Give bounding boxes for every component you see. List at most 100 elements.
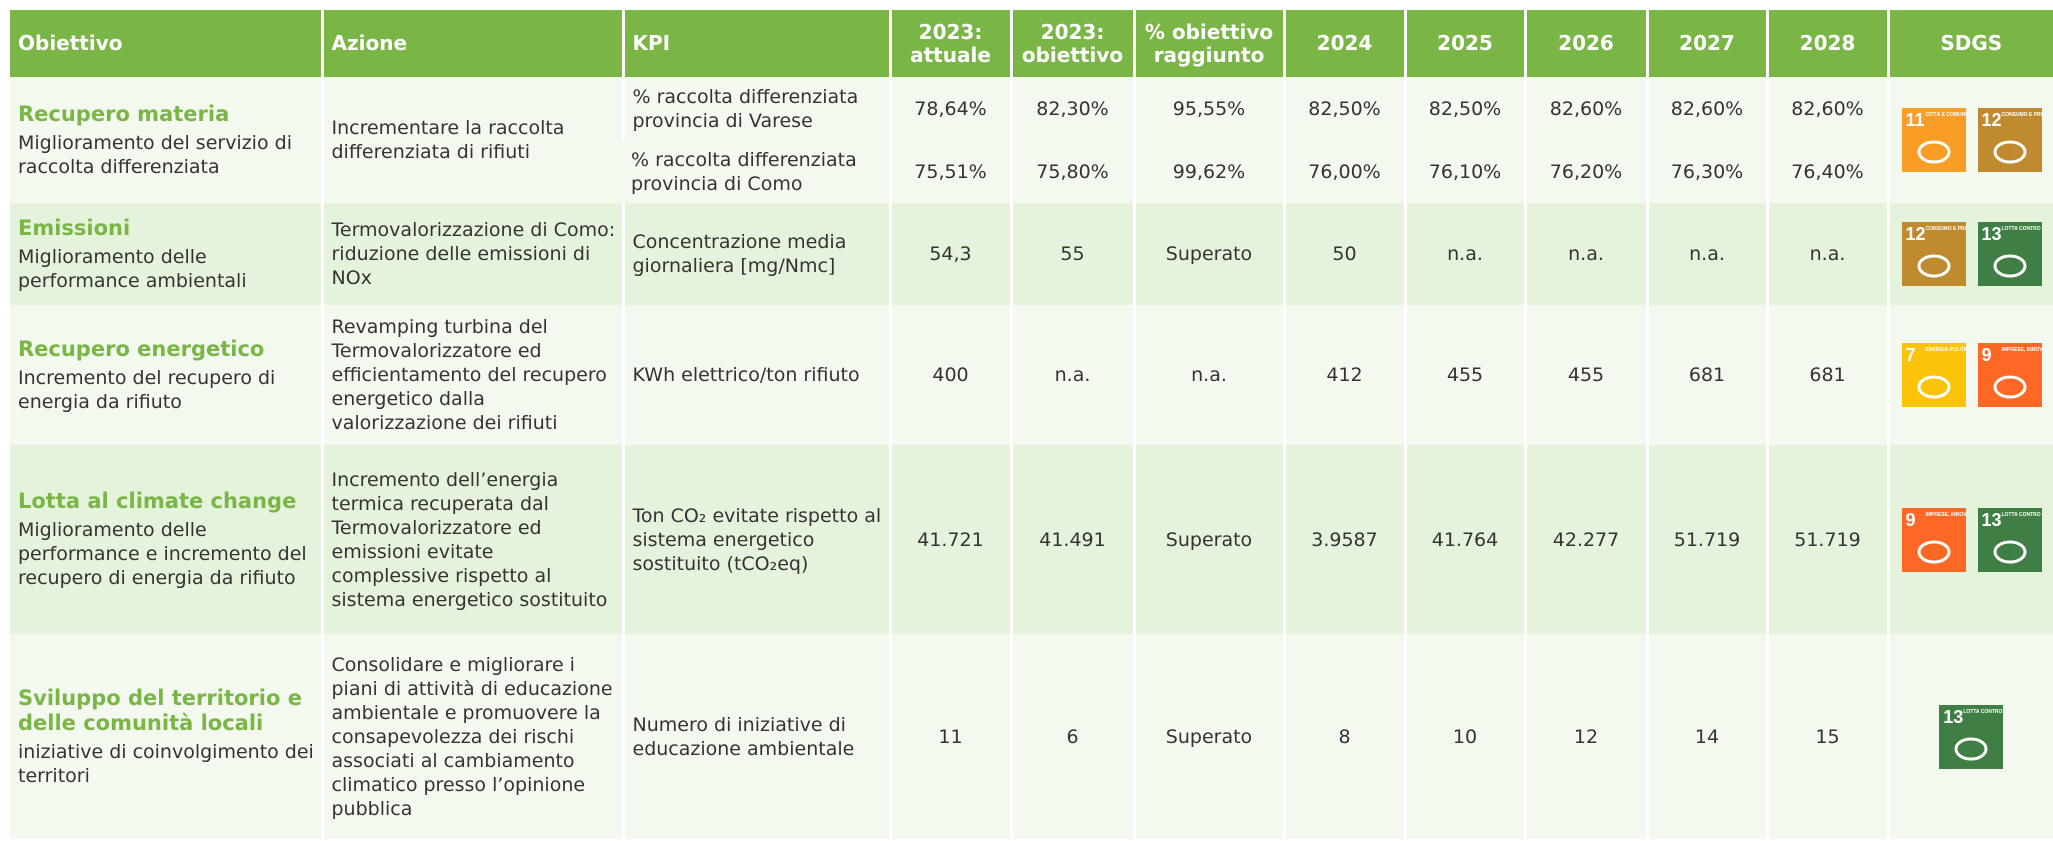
glyph-shape <box>1917 375 1950 399</box>
action-cell: Consolidare e migliorare i piani di atti… <box>320 634 623 839</box>
value-cell: 455 <box>1523 305 1647 445</box>
value-cell: 14 <box>1645 634 1767 839</box>
action-cell: Revamping turbina del Termovalorizzatore… <box>320 305 623 445</box>
table-row: Recupero materia Miglioramento del serviz… <box>10 77 2053 203</box>
sdg-number: 12 <box>1981 110 2002 130</box>
column-header: SDGS <box>1886 10 2053 77</box>
sdg-glyph <box>1993 375 2026 399</box>
value-cell: 8 <box>1282 634 1405 839</box>
objective-title: Recupero energetico <box>18 336 265 361</box>
value-cell: 54,3 <box>888 203 1011 305</box>
table-row: Sviluppo del territorio e delle comunità… <box>10 634 2053 839</box>
sdg-label: LOTTA CONTRO IL CAMBIAMENTO CLIMATICO <box>2001 511 2042 518</box>
value-cell: 76,00% <box>1282 140 1405 203</box>
value-cell: 82,60% <box>1765 77 1888 140</box>
value-cell: 6 <box>1009 634 1134 839</box>
column-header: 2023: obiettivo <box>1009 10 1134 77</box>
kpi-cell: Concentrazione media giornaliera [mg/Nmc… <box>621 203 890 305</box>
column-header: % obiettivo raggiunto <box>1132 10 1284 77</box>
value-cell: 82,60% <box>1523 77 1647 140</box>
sdg-label: ENERGIA PULITA E ACCESSIBILE <box>1925 347 1966 353</box>
glyph-shape <box>1993 540 2026 563</box>
value-cell: n.a. <box>1765 203 1888 305</box>
sdg-number: 12 <box>1905 224 1926 244</box>
value-cell: 75,80% <box>1009 140 1134 203</box>
column-header: Azione <box>320 10 623 77</box>
kpi-cell: Numero di iniziative di educazione ambie… <box>621 634 890 839</box>
value-cell: 681 <box>1645 305 1767 445</box>
value-cell: n.a. <box>1403 203 1525 305</box>
sdg-number: 9 <box>1905 509 1916 530</box>
value-cell: 76,20% <box>1523 140 1647 203</box>
value-cell: 51.719 <box>1765 445 1888 634</box>
glyph-shape <box>1917 540 1950 563</box>
value-cell: 95,55% <box>1132 77 1284 140</box>
sdg-number: 13 <box>1981 509 2002 530</box>
sdg-icon: 9 IMPRESE, INNOVAZIONE E INFRASTRUTTURE <box>1901 507 1966 572</box>
value-cell: 51.719 <box>1645 445 1767 634</box>
kpi-table: Obiettivo Azione KPI 2023: attuale 2023: obi… <box>10 10 2053 839</box>
sdg-label: CITTÀ E COMUNITÀ SOSTENIBILI <box>1925 112 1966 118</box>
kpi-cell: % raccolta differenziata provincia di Va… <box>621 77 890 140</box>
value-cell: 41.491 <box>1009 445 1134 634</box>
value-cell: 41.721 <box>888 445 1011 634</box>
value-cell: 42.277 <box>1523 445 1647 634</box>
objective-description: iniziative di coinvolgimento dei territo… <box>18 740 314 787</box>
table-row: Emissioni Miglioramento delle performance… <box>10 203 2053 305</box>
kpi-cell: Ton CO₂ evitate rispetto al sistema ener… <box>621 445 890 634</box>
value-cell: 55 <box>1009 203 1134 305</box>
sdg-glyph <box>1917 140 1950 164</box>
action-cell: Termovalorizzazione di Como: riduzione d… <box>320 203 623 305</box>
table-row: Recupero energetico Incremento del recupe… <box>10 305 2053 445</box>
column-header: 2027 <box>1645 10 1767 77</box>
value-cell: 82,60% <box>1645 77 1767 140</box>
value-cell: n.a. <box>1645 203 1767 305</box>
value-cell: 41.764 <box>1403 445 1525 634</box>
sdg-number: 7 <box>1905 345 1916 365</box>
value-cell: 455 <box>1403 305 1525 445</box>
objective-cell: Emissioni Miglioramento delle performance… <box>10 203 322 305</box>
value-cell: 400 <box>888 305 1011 445</box>
value-cell: 82,30% <box>1009 77 1134 140</box>
objective-cell: Recupero materia Miglioramento del serviz… <box>10 77 322 203</box>
sdg-label: IMPRESE, INNOVAZIONE E INFRASTRUTTURE <box>1925 511 1966 518</box>
glyph-shape <box>1993 254 2026 278</box>
column-header: KPI <box>621 10 890 77</box>
objective-description: Miglioramento delle performance ambienta… <box>18 245 247 292</box>
glyph-shape <box>1954 737 1988 760</box>
value-cell: 3.9587 <box>1282 445 1405 634</box>
sdg-glyph <box>1993 254 2026 278</box>
sdg-glyph <box>1917 375 1950 399</box>
objective-description: Incremento del recupero di energia da ri… <box>18 366 276 413</box>
value-cell: 12 <box>1523 634 1647 839</box>
objective-title: Emissioni <box>18 215 131 240</box>
column-header: Obiettivo <box>10 10 322 77</box>
objective-title: Lotta al climate change <box>18 489 297 513</box>
column-header: 2025 <box>1403 10 1525 77</box>
value-cell: 11 <box>888 634 1011 839</box>
sdg-label: CONSUMO E PRODUZIONE RESPONSABILI <box>2001 112 2042 118</box>
sdg-label: LOTTA CONTRO IL CAMBIAMENTO CLIMATICO <box>2001 226 2042 232</box>
objective-title: Recupero materia <box>18 101 230 126</box>
value-cell: 82,50% <box>1282 77 1405 140</box>
table-body: Recupero materia Miglioramento del serviz… <box>10 77 2053 839</box>
sdg-glyph <box>1993 140 2026 164</box>
objective-cell: Sviluppo del territorio e delle comunità… <box>10 634 322 839</box>
table-header: Obiettivo Azione KPI 2023: attuale 2023: obi… <box>10 10 2053 77</box>
sdg-number: 13 <box>1981 224 2002 244</box>
kpi-cell: % raccolta differenziata provincia di Co… <box>623 140 890 203</box>
value-cell: 76,10% <box>1403 140 1525 203</box>
objective-cell: Lotta al climate change Miglioramento del… <box>10 445 322 634</box>
value-cell: Superato <box>1132 445 1284 634</box>
value-cell: n.a. <box>1009 305 1134 445</box>
objective-description: Miglioramento del servizio di raccolta d… <box>18 131 292 178</box>
objective-title: Sviluppo del territorio e delle comunità… <box>18 685 302 735</box>
sdg-label: IMPRESE, INNOVAZIONE E INFRASTRUTTURE <box>2001 347 2042 353</box>
